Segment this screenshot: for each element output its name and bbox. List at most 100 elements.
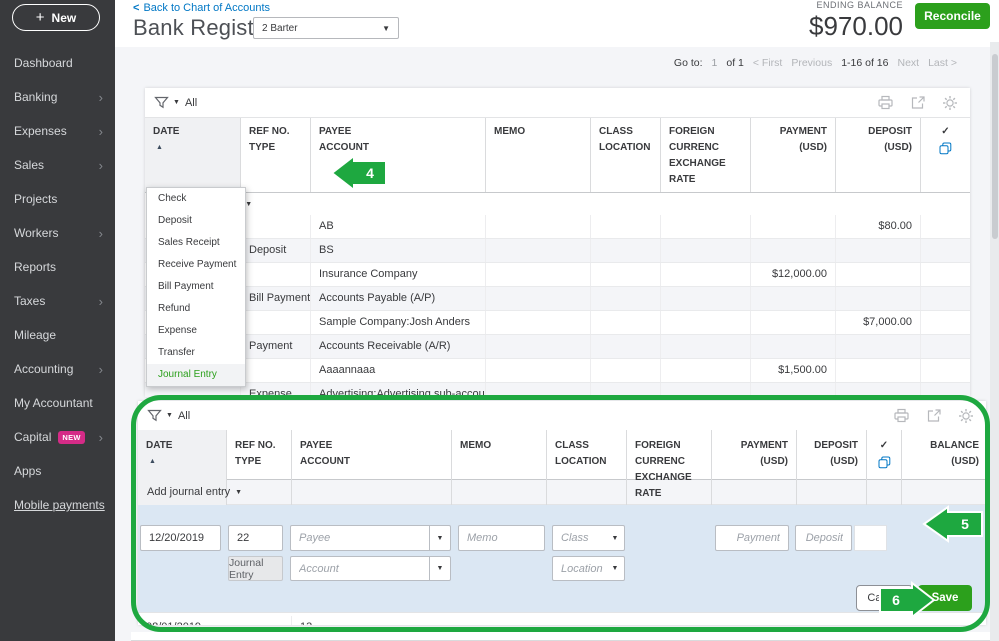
cell bbox=[750, 335, 835, 358]
chevron-down-icon[interactable]: ▼ bbox=[606, 557, 624, 580]
sidebar-item-taxes[interactable]: Taxes› bbox=[0, 284, 115, 318]
column-header-memo[interactable]: MEMO bbox=[451, 430, 546, 506]
column-header-foreign-currency[interactable]: FOREIGN CURRENCEXCHANGE RATE bbox=[626, 430, 711, 506]
menu-item-expense[interactable]: Expense bbox=[147, 320, 245, 342]
filter-funnel-icon[interactable] bbox=[147, 409, 162, 422]
column-header-foreign-currency[interactable]: FOREIGN CURRENCEXCHANGE RATE bbox=[660, 118, 750, 192]
chevron-right-icon: › bbox=[99, 158, 103, 173]
account-input[interactable] bbox=[291, 557, 450, 580]
previous-page-link[interactable]: Previous bbox=[791, 57, 832, 69]
export-icon[interactable] bbox=[926, 408, 942, 423]
column-header-memo[interactable]: MEMO bbox=[485, 118, 590, 192]
sidebar-item-mileage[interactable]: Mileage bbox=[0, 318, 115, 352]
new-button[interactable]: + New bbox=[12, 4, 100, 31]
chevron-down-icon[interactable]: ▼ bbox=[429, 526, 450, 550]
account-combo[interactable]: ▼ bbox=[290, 556, 451, 581]
column-header-check[interactable]: ✓ bbox=[866, 430, 901, 506]
reconcile-button[interactable]: Reconcile bbox=[915, 3, 990, 29]
menu-item-refund[interactable]: Refund bbox=[147, 298, 245, 320]
column-header-deposit[interactable]: DEPOSIT (USD) bbox=[835, 118, 920, 192]
column-header-class-location[interactable]: CLASSLOCATION bbox=[546, 430, 626, 506]
column-header-deposit[interactable]: DEPOSIT (USD) bbox=[796, 430, 866, 506]
first-page-link[interactable]: < First bbox=[753, 57, 782, 69]
scrollbar-thumb[interactable] bbox=[992, 54, 998, 239]
sidebar-item-accounting[interactable]: Accounting› bbox=[0, 352, 115, 386]
deposit-input[interactable] bbox=[795, 525, 852, 551]
sidebar-item-my-accountant[interactable]: My Accountant bbox=[0, 386, 115, 420]
print-icon[interactable] bbox=[893, 408, 910, 423]
menu-item-journal-entry[interactable]: Journal Entry bbox=[147, 364, 245, 386]
column-header-date[interactable]: DATE▲ bbox=[145, 118, 240, 192]
sidebar-item-reports[interactable]: Reports bbox=[0, 250, 115, 284]
sidebar-item-banking[interactable]: Banking› bbox=[0, 80, 115, 114]
column-header-balance[interactable]: BALANCE (USD) bbox=[901, 430, 986, 506]
page-number[interactable]: 1 bbox=[712, 57, 718, 69]
column-header-class-location[interactable]: CLASSLOCATION bbox=[590, 118, 660, 192]
filter-funnel-icon[interactable] bbox=[154, 96, 169, 109]
settings-gear-icon[interactable] bbox=[942, 95, 958, 111]
export-icon[interactable] bbox=[910, 95, 926, 110]
table-row[interactable]: Sample Company:Josh Anders $7,000.00 bbox=[145, 311, 970, 335]
payment-input[interactable] bbox=[715, 525, 789, 551]
sidebar-item-capital[interactable]: CapitalNEW› bbox=[0, 420, 115, 454]
copy-icon[interactable] bbox=[875, 456, 893, 469]
callout-step-5-number: 5 bbox=[961, 516, 969, 532]
sidebar-item-projects[interactable]: Projects bbox=[0, 182, 115, 216]
cell bbox=[240, 359, 310, 382]
table-row[interactable]: Insurance Company $12,000.00 bbox=[145, 263, 970, 287]
journal-entry-form: ▼ ▼ Journal Entry ▼ ▼ Cancel Save bbox=[138, 505, 986, 612]
last-page-link[interactable]: Last > bbox=[928, 57, 957, 69]
sidebar-item-sales[interactable]: Sales› bbox=[0, 148, 115, 182]
column-header-payment[interactable]: PAYMENT (USD) bbox=[750, 118, 835, 192]
add-entry-dropdown[interactable]: Add Journal entry ▼ bbox=[145, 193, 970, 215]
date-input[interactable] bbox=[140, 525, 221, 551]
callout-step-4: 4 bbox=[330, 154, 390, 192]
cell bbox=[835, 287, 920, 310]
payee-cell: AB bbox=[310, 215, 485, 238]
print-icon[interactable] bbox=[877, 95, 894, 110]
payee-combo[interactable]: ▼ bbox=[290, 525, 451, 551]
table-row[interactable]: Deposit BS bbox=[145, 239, 970, 263]
column-header-payment[interactable]: PAYMENT (USD) bbox=[711, 430, 796, 506]
memo-input[interactable] bbox=[458, 525, 545, 551]
deposit-cell: $80.00 bbox=[835, 215, 920, 238]
sidebar-item-expenses[interactable]: Expenses› bbox=[0, 114, 115, 148]
menu-item-sales-receipt[interactable]: Sales Receipt bbox=[147, 232, 245, 254]
chevron-down-icon[interactable]: ▼ bbox=[429, 557, 450, 580]
settings-gear-icon[interactable] bbox=[958, 408, 974, 424]
table-row[interactable]: 08/01/2019 13 bbox=[138, 612, 986, 625]
column-header-payee-account[interactable]: PAYEEACCOUNT bbox=[291, 430, 451, 506]
sidebar-item-dashboard[interactable]: Dashboard bbox=[0, 46, 115, 80]
sidebar-item-apps[interactable]: Apps bbox=[0, 454, 115, 488]
table-row[interactable]: Payment Accounts Receivable (A/R) bbox=[145, 335, 970, 359]
cell bbox=[750, 239, 835, 262]
menu-item-bill-payment[interactable]: Bill Payment bbox=[147, 276, 245, 298]
column-header-refno-type[interactable]: REF NO.TYPE bbox=[240, 118, 310, 192]
menu-item-check[interactable]: Check bbox=[147, 188, 245, 210]
menu-item-receive-payment[interactable]: Receive Payment bbox=[147, 254, 245, 276]
table-row[interactable]: Aaaannaaa $1,500.00 bbox=[145, 359, 970, 383]
table-row[interactable]: AB $80.00 bbox=[145, 215, 970, 239]
table-row[interactable]: Expense Advertising:Advertising sub-acco… bbox=[145, 383, 970, 397]
chevron-down-icon[interactable]: ▼ bbox=[166, 412, 173, 419]
back-link[interactable]: <Back to Chart of Accounts bbox=[133, 2, 270, 14]
chevron-down-icon[interactable]: ▼ bbox=[173, 99, 180, 106]
column-header-check[interactable]: ✓ bbox=[920, 118, 970, 192]
scrollbar[interactable] bbox=[990, 42, 999, 641]
chevron-down-icon[interactable]: ▼ bbox=[606, 526, 624, 550]
menu-item-deposit[interactable]: Deposit bbox=[147, 210, 245, 232]
table-row[interactable]: Bill Payment Accounts Payable (A/P) bbox=[145, 287, 970, 311]
sidebar-item-workers[interactable]: Workers› bbox=[0, 216, 115, 250]
account-selector[interactable]: 2 Barter ▼ bbox=[253, 17, 399, 39]
class-combo[interactable]: ▼ bbox=[552, 525, 625, 551]
payment-cell bbox=[750, 311, 835, 334]
sidebar-item-label: Banking bbox=[14, 90, 57, 104]
ref-no-input[interactable] bbox=[228, 525, 283, 551]
location-combo[interactable]: ▼ bbox=[552, 556, 625, 581]
sidebar-item-mobile-payments[interactable]: Mobile payments bbox=[0, 488, 115, 522]
payee-input[interactable] bbox=[291, 526, 450, 550]
next-page-link[interactable]: Next bbox=[898, 57, 920, 69]
menu-item-transfer[interactable]: Transfer bbox=[147, 342, 245, 364]
copy-icon[interactable] bbox=[929, 142, 962, 155]
reconcile-status-cell[interactable] bbox=[854, 525, 887, 551]
